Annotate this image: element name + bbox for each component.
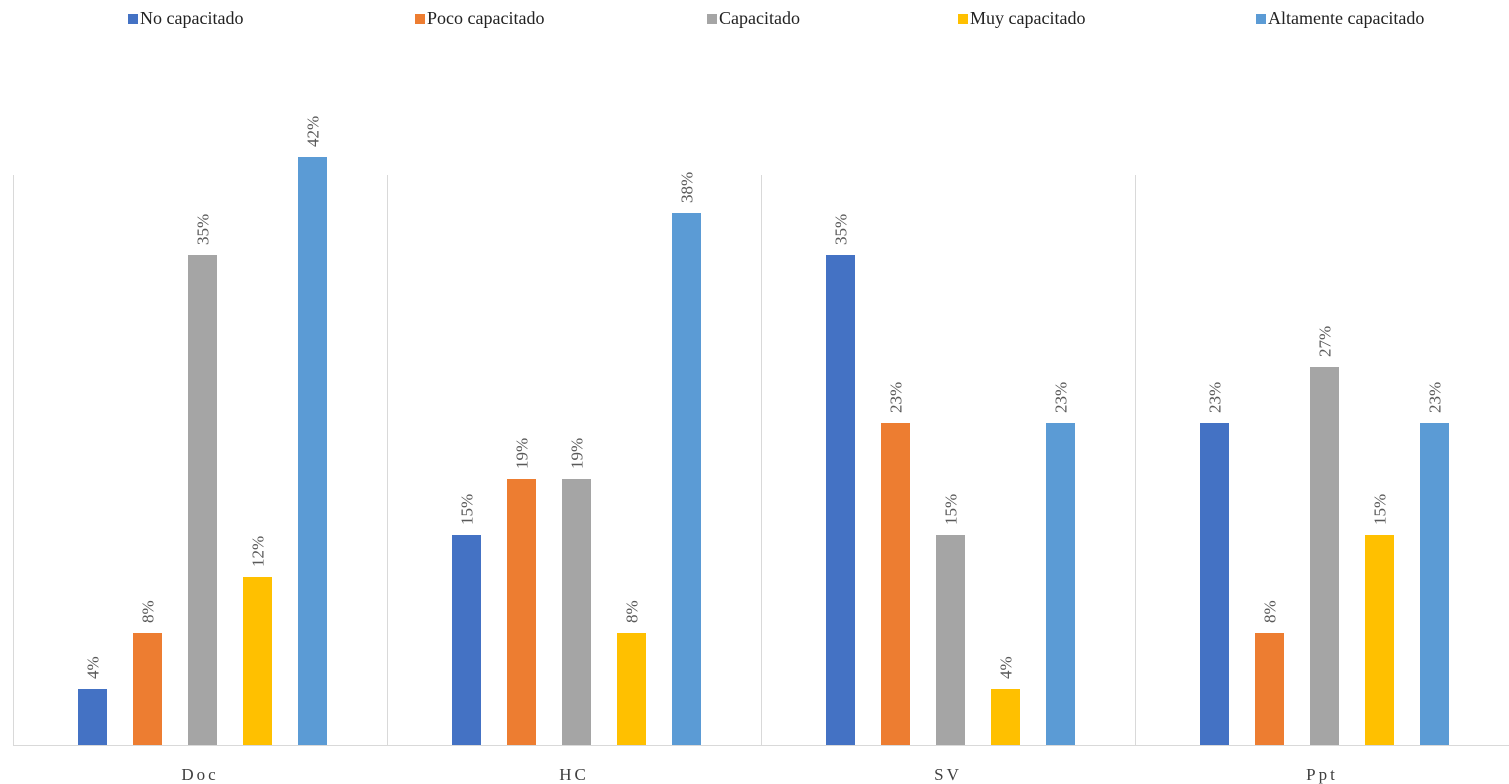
legend-label: Muy capacitado [970, 8, 1085, 28]
data-label: 15% [458, 494, 477, 525]
bar [991, 689, 1020, 745]
category-dividers [13, 175, 1136, 745]
legend-swatch [1256, 14, 1266, 24]
bar [1420, 423, 1449, 745]
bar [672, 213, 701, 745]
data-label: 19% [513, 438, 532, 469]
category-label: HC [559, 765, 589, 784]
data-label: 4% [997, 656, 1016, 679]
data-label: 38% [678, 172, 697, 203]
category-label: Doc [181, 765, 218, 784]
legend-swatch [958, 14, 968, 24]
data-label: 23% [1052, 382, 1071, 413]
bar [133, 633, 162, 745]
legend-label: Poco capacitado [427, 8, 544, 28]
data-label: 8% [623, 600, 642, 623]
bar [1365, 535, 1394, 745]
bar [243, 577, 272, 745]
bar [617, 633, 646, 745]
legend-swatch [707, 14, 717, 24]
data-label: 19% [568, 438, 587, 469]
bars [78, 157, 1449, 745]
data-label: 23% [887, 382, 906, 413]
data-label: 8% [1261, 600, 1280, 623]
legend: No capacitado Poco capacitado Capacitado Mu… [128, 8, 1424, 28]
bar [881, 423, 910, 745]
category-label: SV [934, 765, 962, 784]
bar [936, 535, 965, 745]
data-label: 12% [249, 536, 268, 567]
bar [826, 255, 855, 745]
data-label: 35% [194, 214, 213, 245]
data-label: 23% [1426, 382, 1445, 413]
legend-swatch [415, 14, 425, 24]
bar [1046, 423, 1075, 745]
bar [452, 535, 481, 745]
legend-label: No capacitado [140, 8, 243, 28]
bar [562, 479, 591, 745]
data-label: 15% [1371, 494, 1390, 525]
legend-label: Altamente capacitado [1268, 8, 1424, 28]
data-label: 15% [942, 494, 961, 525]
bar [78, 689, 107, 745]
data-label: 4% [84, 656, 103, 679]
bar [507, 479, 536, 745]
bar [298, 157, 327, 745]
bar [1255, 633, 1284, 745]
legend-swatch [128, 14, 138, 24]
bar [1200, 423, 1229, 745]
category-label: Ppt [1306, 765, 1338, 784]
legend-label: Capacitado [719, 8, 800, 28]
data-label: 8% [139, 600, 158, 623]
bar [188, 255, 217, 745]
data-label: 42% [304, 116, 323, 147]
bar [1310, 367, 1339, 745]
data-label: 27% [1316, 326, 1335, 357]
data-label: 35% [832, 214, 851, 245]
data-labels: 4% 8% 35% 12% 42% 15% 19% 19% 8% 38% 35% 23% 15% 4% 23… [84, 116, 1445, 679]
data-label: 23% [1206, 382, 1225, 413]
x-axis: Doc HC SV Ppt [13, 745, 1509, 784]
